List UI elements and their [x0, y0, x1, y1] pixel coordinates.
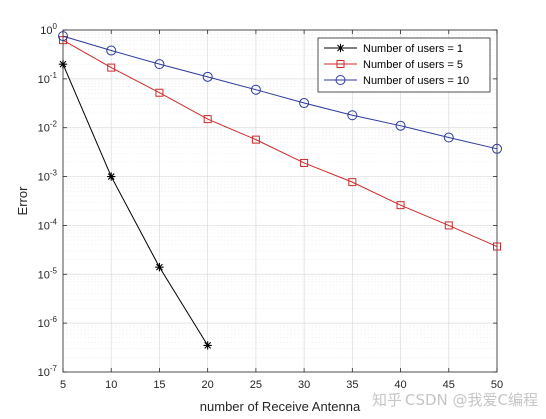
series-layer	[58, 31, 502, 350]
data-point	[202, 71, 213, 82]
y-axis-label: Error	[15, 186, 30, 216]
data-point	[348, 178, 357, 187]
data-point	[492, 143, 502, 154]
watermark-zhihu: 知乎	[372, 391, 402, 409]
data-point	[444, 221, 453, 230]
data-point	[155, 262, 164, 272]
axes-layer	[62, 29, 498, 373]
x-tick-label: 10	[105, 379, 117, 391]
y-tick-label: 10-6	[38, 315, 58, 330]
y-tick-label: 100	[40, 22, 57, 37]
series-2	[59, 36, 501, 251]
x-axis-label: number of Receive Antenna	[200, 399, 361, 414]
series-1	[58, 59, 212, 350]
y-tick-label: 10-3	[38, 169, 58, 184]
legend-entry: Number of users = 10	[324, 75, 469, 87]
data-point	[154, 59, 165, 70]
y-tick-label: 10-7	[38, 364, 58, 379]
x-tick-label: 40	[394, 379, 406, 391]
x-tick-label: 5	[60, 379, 66, 391]
series-line	[62, 63, 209, 346]
data-point	[395, 120, 406, 131]
legend-box	[317, 37, 491, 93]
legend: Number of users = 1 Number of users = 5 Nu…	[317, 37, 491, 93]
data-point	[203, 115, 212, 124]
legend-entry: Number of users = 5	[324, 59, 463, 71]
data-point	[59, 36, 67, 45]
y-tick-label: 10-4	[38, 217, 58, 232]
x-tick-label: 30	[298, 379, 310, 391]
data-point	[251, 135, 260, 144]
y-tick-label: 10-5	[38, 266, 58, 281]
data-point	[58, 59, 68, 69]
series-line	[62, 39, 498, 247]
x-tick-label: 25	[250, 379, 262, 391]
legend-marker	[336, 43, 345, 53]
x-tick-label: 20	[202, 379, 214, 391]
series-3	[58, 31, 502, 154]
legend-entry: Number of users = 1	[324, 43, 463, 55]
series-line	[62, 35, 498, 150]
data-point	[347, 110, 358, 121]
y-tick-label: 10-2	[38, 120, 58, 135]
axes-frame	[62, 29, 498, 373]
data-point	[107, 172, 116, 181]
legend-marker	[336, 60, 345, 68]
data-point	[155, 88, 164, 97]
watermark: CSDN @我爱C编程	[405, 391, 538, 409]
legend-label: Number of users = 1	[363, 43, 463, 55]
data-point	[250, 84, 261, 95]
data-point	[396, 201, 405, 210]
data-point	[493, 242, 501, 251]
data-point	[106, 45, 117, 56]
x-tick-label: 45	[443, 379, 455, 391]
data-point	[300, 158, 309, 167]
data-point	[299, 98, 310, 109]
data-point	[107, 63, 116, 72]
legend-entries: Number of users = 1 Number of users = 5 Nu…	[324, 43, 469, 87]
tick-labels: 5 10 15 20 25 30 35 40 45 50 100 10-1 10-2 10-3 10-4 10…	[38, 22, 504, 391]
data-point	[203, 341, 212, 350]
data-point	[443, 132, 454, 143]
legend-label: Number of users = 5	[363, 59, 463, 71]
legend-marker	[335, 75, 346, 85]
x-tick-label: 35	[346, 379, 358, 391]
legend-label: Number of users = 10	[363, 75, 469, 87]
data-point	[58, 31, 68, 42]
x-tick-label: 50	[491, 379, 503, 391]
x-tick-label: 15	[153, 379, 165, 391]
y-tick-label: 10-1	[38, 71, 58, 86]
